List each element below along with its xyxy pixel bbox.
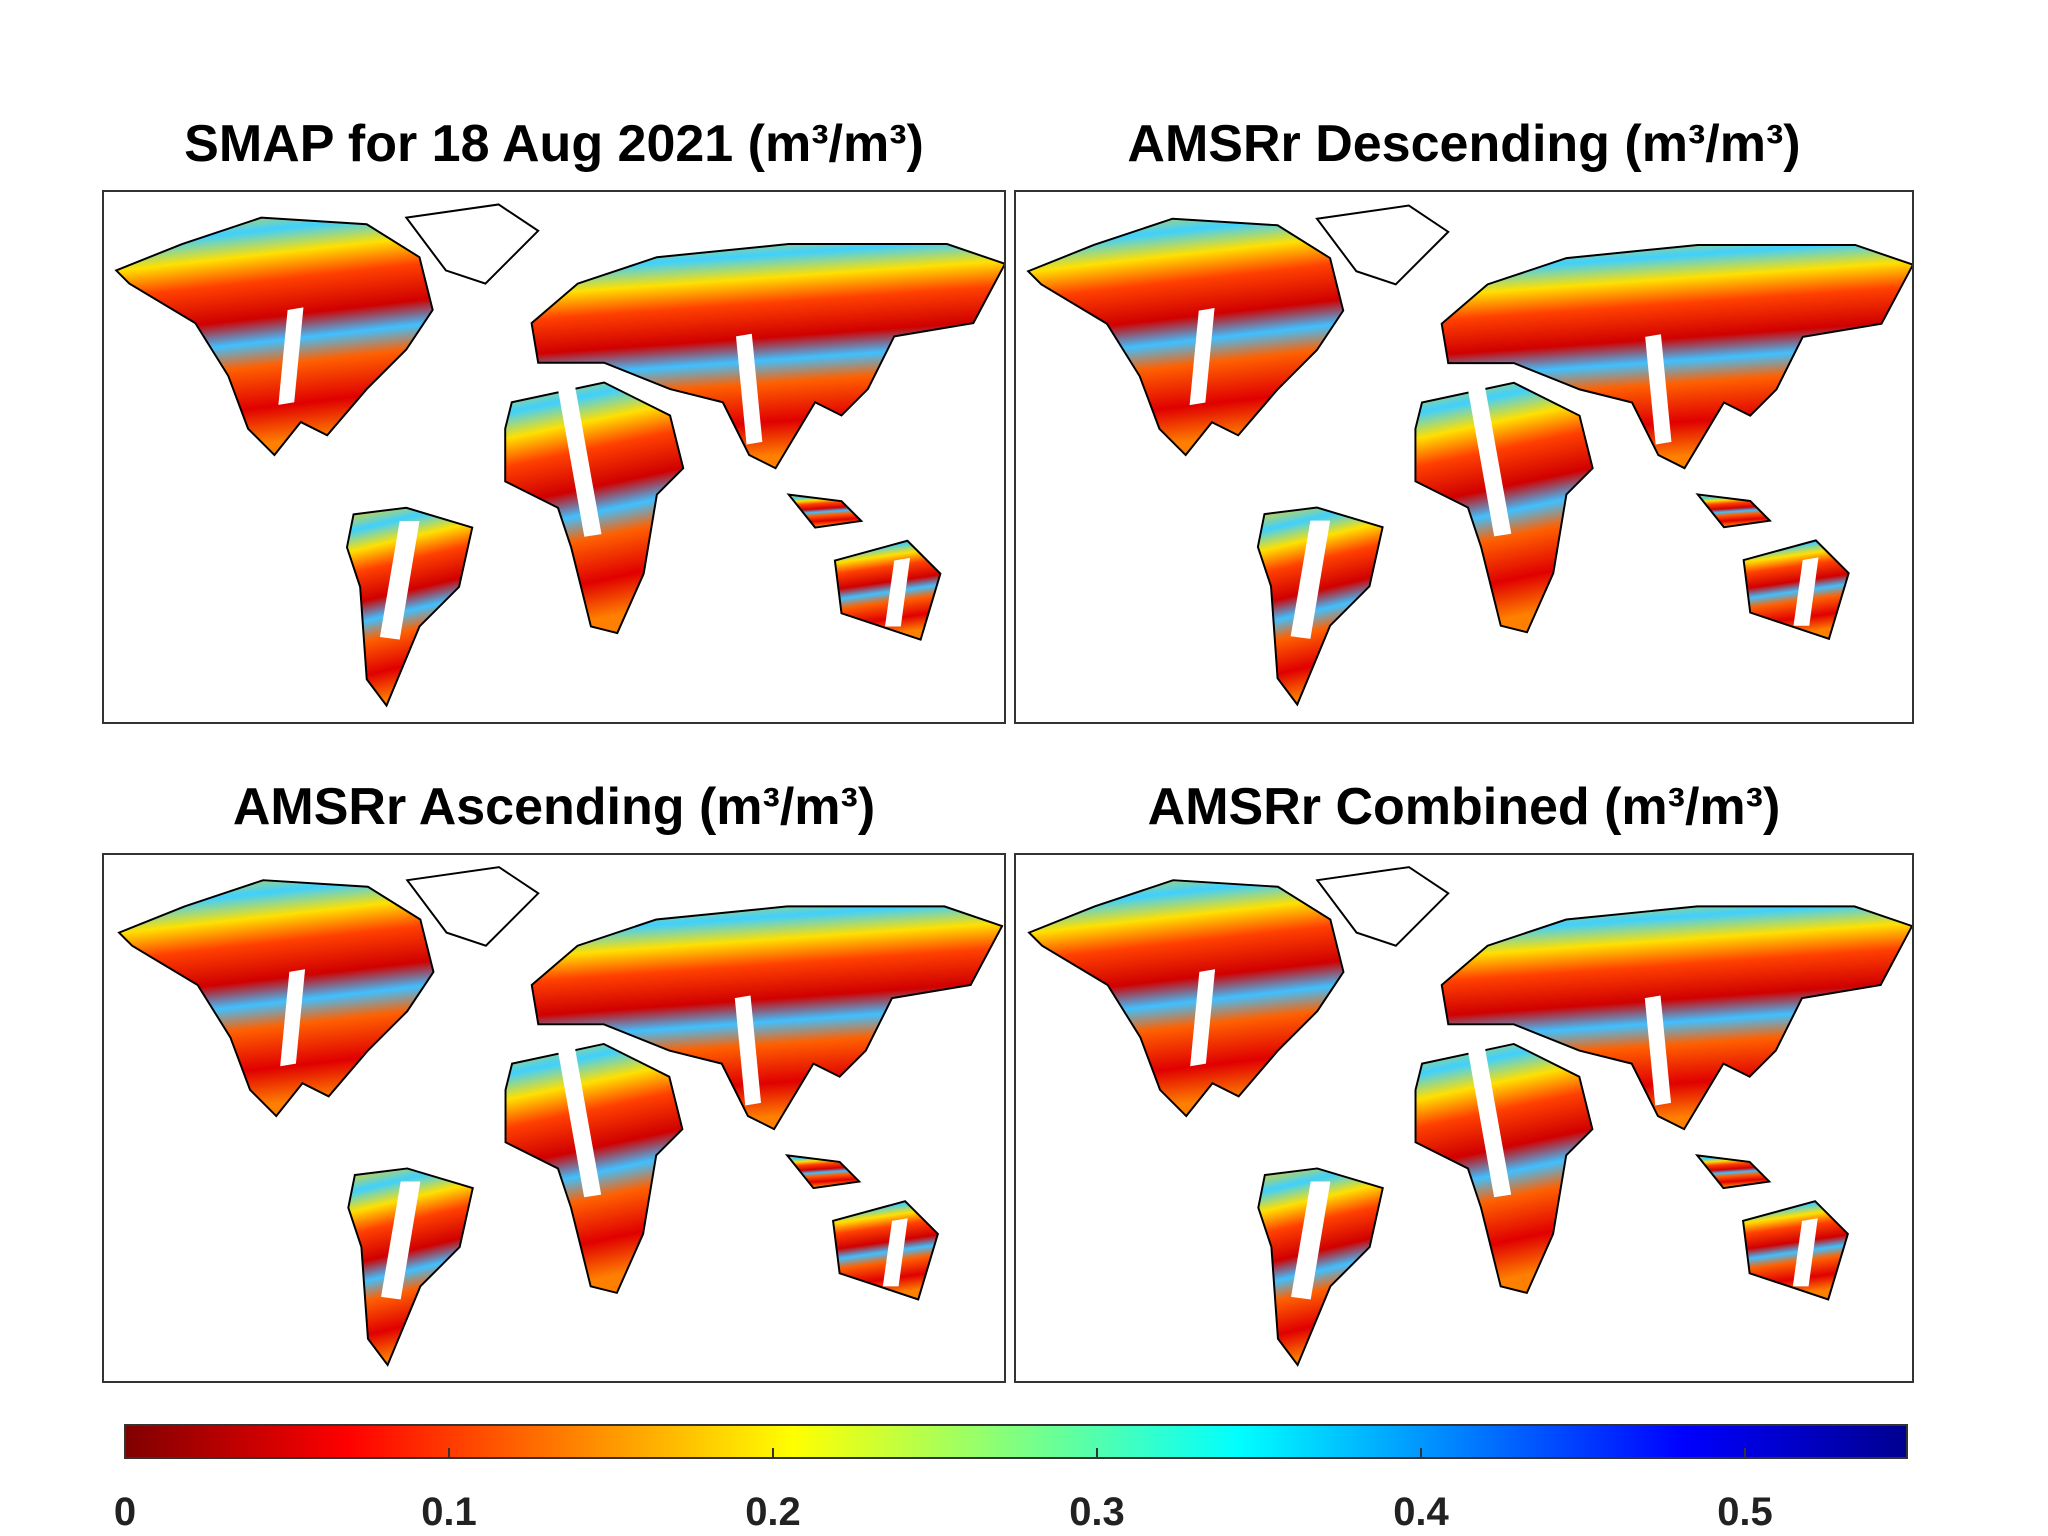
colorbar-tick-label: 0.4 xyxy=(1393,1490,1449,1534)
panel-frame xyxy=(1014,853,1914,1383)
world-map xyxy=(115,203,1005,707)
colorbar: 0 0.1 0.2 0.3 0.4 0.5 xyxy=(114,1424,1908,1534)
world-map xyxy=(1027,204,1913,706)
panels: SMAP for 18 Aug 2021 (m³/m³) AMSRr Descen… xyxy=(102,115,1914,1383)
panel-frame xyxy=(102,190,1006,724)
colorbar-tick-label: 0 xyxy=(114,1490,136,1534)
panel-title: SMAP for 18 Aug 2021 (m³/m³) xyxy=(184,115,924,173)
colorbar-scale xyxy=(124,1424,1908,1459)
world-map xyxy=(1028,866,1913,1366)
panel-title: AMSRr Combined (m³/m³) xyxy=(1148,778,1781,836)
world-map xyxy=(118,866,1004,1366)
panel-title: AMSRr Ascending (m³/m³) xyxy=(233,778,875,836)
panel-frame xyxy=(1014,190,1914,724)
panel-title: AMSRr Descending (m³/m³) xyxy=(1127,115,1800,173)
colorbar-tick-label: 0.5 xyxy=(1717,1490,1773,1534)
colorbar-tick-label: 0.1 xyxy=(421,1490,477,1534)
panel-frame xyxy=(102,853,1006,1383)
colorbar-tick-label: 0.2 xyxy=(745,1490,801,1534)
colorbar-tick-label: 0.3 xyxy=(1069,1490,1125,1534)
